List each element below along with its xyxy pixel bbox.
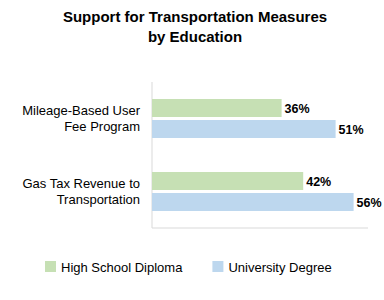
data-label: 42%: [306, 175, 331, 189]
legend-swatch: [212, 261, 223, 272]
category-label-line: Mileage-Based User: [22, 103, 140, 118]
title-line: by Education: [148, 28, 242, 45]
bar: [152, 193, 354, 211]
category-label-line: Gas Tax Revenue to: [22, 176, 140, 191]
category-label-line: Transportation: [57, 192, 140, 207]
legend: High School Diploma University Degree: [45, 260, 332, 275]
legend-label: High School Diploma: [61, 260, 183, 275]
bar: [152, 172, 303, 190]
x-axis-line: [152, 228, 368, 229]
legend-swatch: [45, 261, 56, 272]
chart: Support for Transportation Measures by Ed…: [0, 0, 384, 300]
data-label: 51%: [339, 123, 364, 137]
data-label: 36%: [285, 102, 310, 116]
category-label-line: Fee Program: [64, 119, 140, 134]
bars: [152, 99, 354, 211]
bar: [152, 120, 336, 138]
category-label: Mileage-Based UserFee Program: [22, 103, 140, 134]
title-line: Support for Transportation Measures: [63, 8, 327, 25]
title: Support for Transportation Measures by Ed…: [63, 8, 327, 45]
data-label: 56%: [357, 196, 382, 210]
bar: [152, 99, 282, 117]
category-label: Gas Tax Revenue toTransportation: [22, 176, 140, 207]
data-labels: 36% 51% 42% 56%: [285, 102, 382, 210]
legend-label: University Degree: [228, 260, 331, 275]
